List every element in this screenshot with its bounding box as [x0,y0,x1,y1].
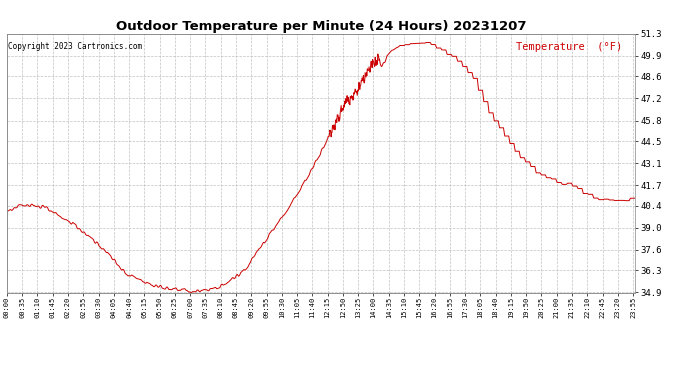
Title: Outdoor Temperature per Minute (24 Hours) 20231207: Outdoor Temperature per Minute (24 Hours… [116,20,526,33]
Text: Temperature  (°F): Temperature (°F) [516,42,622,51]
Text: Copyright 2023 Cartronics.com: Copyright 2023 Cartronics.com [8,42,142,51]
